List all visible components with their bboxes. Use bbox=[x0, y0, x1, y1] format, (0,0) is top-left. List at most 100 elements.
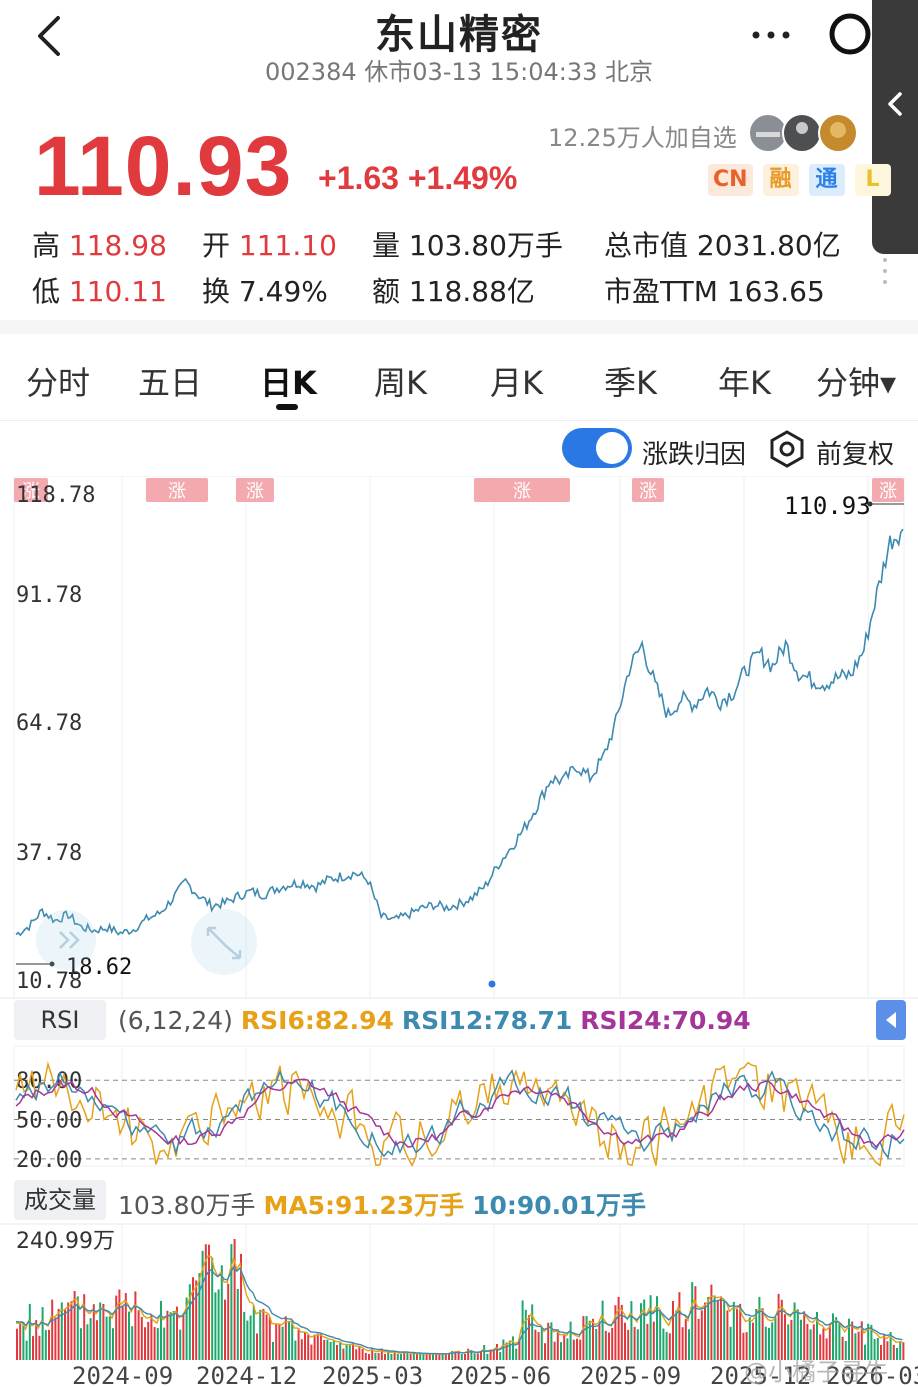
volume-bar bbox=[582, 1316, 585, 1360]
side-panel-tab[interactable] bbox=[872, 0, 918, 254]
volume-bar bbox=[60, 1302, 63, 1360]
volume-bar bbox=[83, 1294, 86, 1360]
volume-bar bbox=[198, 1273, 201, 1360]
date-tick: 2024-09 bbox=[72, 1362, 174, 1387]
volume-bar bbox=[889, 1332, 892, 1360]
volume-bar bbox=[179, 1329, 182, 1360]
volume-bar bbox=[851, 1321, 854, 1360]
volume-bar bbox=[102, 1303, 105, 1360]
volume-bar bbox=[508, 1340, 511, 1360]
volume-bar bbox=[553, 1341, 556, 1360]
price-line-layer: 110.93 18.62 bbox=[15, 492, 904, 988]
tab-quarterly-k[interactable]: 季K bbox=[604, 364, 657, 402]
collapse-panel-button[interactable] bbox=[876, 1000, 906, 1040]
stat-volume-value: 103.80万手 bbox=[408, 229, 563, 262]
volume-bar bbox=[182, 1313, 185, 1360]
volume-bar bbox=[707, 1297, 710, 1360]
stock-chart[interactable]: 涨 涨 涨 涨 涨 涨 110.93 18.62 118.78 91.78 64.78 37.78… bbox=[0, 476, 918, 1362]
volume-bar bbox=[777, 1293, 780, 1360]
volume-bar bbox=[656, 1296, 658, 1360]
volume-bar bbox=[96, 1320, 98, 1360]
rsi-level-label: 20.00 bbox=[16, 1148, 82, 1173]
volume-bar bbox=[172, 1311, 175, 1360]
avatar-group[interactable] bbox=[748, 112, 868, 154]
tab-weekly-k[interactable]: 周K bbox=[374, 364, 427, 402]
volume-bar bbox=[118, 1289, 121, 1360]
volume-bar bbox=[64, 1309, 66, 1360]
volume-bar bbox=[25, 1340, 28, 1360]
search-icon[interactable] bbox=[826, 8, 876, 60]
rsi24-line bbox=[15, 1078, 905, 1149]
tab-intraday[interactable]: 分时 bbox=[26, 364, 91, 402]
attribution-label[interactable]: 涨跌归因 bbox=[642, 440, 747, 470]
rsi-indicator-button[interactable]: RSI bbox=[14, 1000, 106, 1040]
tag-margin[interactable]: 融 bbox=[762, 164, 799, 196]
toggle-knob bbox=[596, 432, 628, 464]
tag-connect[interactable]: 通 bbox=[808, 164, 845, 196]
tab-daily-k[interactable]: 日K bbox=[260, 364, 317, 402]
tag-level[interactable]: L bbox=[854, 164, 891, 196]
volume-bar bbox=[732, 1301, 735, 1360]
volume-bar bbox=[332, 1340, 335, 1360]
volume-bar bbox=[902, 1342, 905, 1360]
header: 东山精密 002384 休市03-13 15:04:33 北京 bbox=[0, 0, 918, 90]
more-icon[interactable] bbox=[748, 20, 794, 50]
volume-bar bbox=[585, 1316, 588, 1360]
stat-high-value: 118.98 bbox=[68, 229, 167, 262]
price-axis: 118.78 91.78 64.78 37.78 10.78 bbox=[16, 483, 95, 994]
volume-bar bbox=[467, 1348, 470, 1360]
volume-header: 成交量 103.80万手 MA5:91.23万手 10:90.01万手 bbox=[0, 1178, 918, 1222]
volume-bar bbox=[22, 1322, 25, 1360]
volume-bar bbox=[291, 1320, 294, 1360]
volume-bar bbox=[592, 1318, 594, 1360]
stat-high-label: 高 bbox=[32, 229, 61, 262]
stat-volume: 量 103.80万手 bbox=[372, 224, 563, 264]
volume-bar bbox=[864, 1344, 866, 1360]
volume-bar bbox=[416, 1354, 418, 1360]
volume-bar bbox=[476, 1353, 479, 1360]
volume-bar bbox=[128, 1311, 130, 1360]
volume-bar bbox=[560, 1342, 562, 1360]
volume-bar bbox=[384, 1354, 386, 1360]
stock-title: 东山精密 bbox=[375, 12, 543, 58]
volume-bar bbox=[16, 1328, 18, 1360]
volume-bar bbox=[604, 1330, 607, 1360]
adjust-label[interactable]: 前复权 bbox=[816, 440, 895, 470]
tab-monthly-k[interactable]: 月K bbox=[490, 364, 543, 402]
volume-bar bbox=[787, 1324, 790, 1360]
tab-yearly-k[interactable]: 年K bbox=[718, 364, 771, 402]
attribution-toggle[interactable] bbox=[562, 428, 632, 468]
rise-marker-label: 涨 bbox=[639, 481, 657, 502]
rsi-params: (6,12,24) bbox=[118, 1006, 233, 1035]
volume-bar bbox=[329, 1341, 332, 1360]
volume-bar bbox=[784, 1314, 786, 1360]
volume-bar bbox=[739, 1303, 742, 1360]
volume-bar bbox=[57, 1308, 60, 1360]
tab-five-day[interactable]: 五日 bbox=[138, 364, 203, 402]
expand-control[interactable] bbox=[36, 909, 257, 975]
volume-bar bbox=[252, 1305, 255, 1360]
volume-max-label: 240.99万 bbox=[16, 1229, 115, 1254]
volume-bar bbox=[515, 1348, 518, 1360]
volume-bar bbox=[793, 1302, 796, 1360]
rsi-legend: (6,12,24) RSI6:82.94 RSI12:78.71 RSI24:7… bbox=[118, 1006, 751, 1035]
volume-bar bbox=[483, 1345, 486, 1360]
volume-bar bbox=[188, 1284, 191, 1360]
volume-bar bbox=[832, 1313, 834, 1360]
cursor-dot bbox=[488, 980, 496, 988]
settings-icon[interactable] bbox=[768, 430, 806, 468]
volume-bar bbox=[556, 1329, 559, 1360]
volume-bar bbox=[678, 1292, 681, 1360]
volume-bar bbox=[41, 1307, 44, 1360]
volume-bar bbox=[496, 1344, 498, 1360]
tag-cn[interactable]: CN bbox=[708, 164, 753, 196]
volume-bar bbox=[636, 1329, 639, 1360]
tab-minute[interactable]: 分钟▾ bbox=[816, 364, 897, 402]
current-price: 110.93 bbox=[34, 119, 293, 213]
volume-bar bbox=[576, 1338, 578, 1360]
back-icon[interactable] bbox=[30, 12, 70, 62]
volume-bar bbox=[153, 1327, 156, 1360]
volume-bar bbox=[448, 1353, 450, 1360]
volume-bar bbox=[489, 1349, 492, 1360]
volume-indicator-button[interactable]: 成交量 bbox=[14, 1180, 106, 1220]
